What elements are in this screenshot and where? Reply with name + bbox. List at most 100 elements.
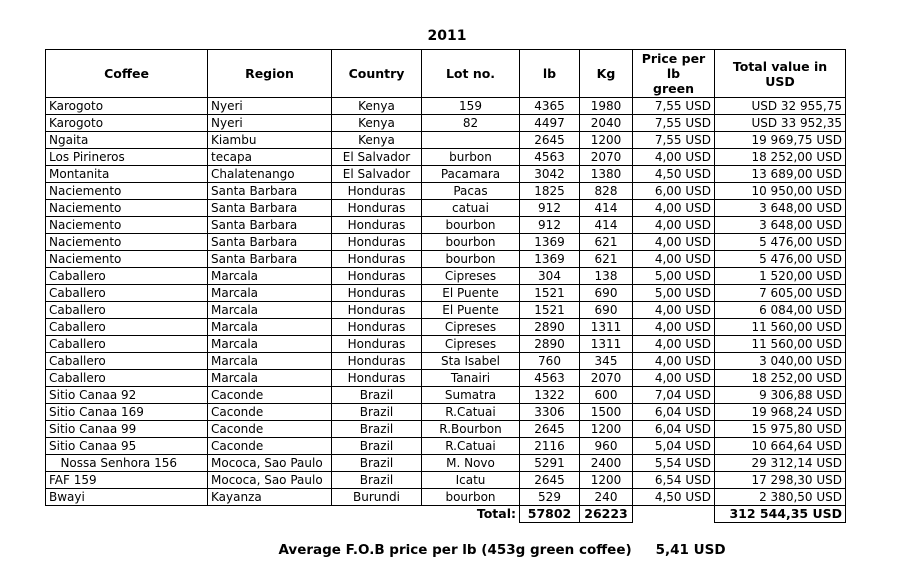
cell-total-value: 3 648,00 USD xyxy=(714,216,846,234)
cell-kg: 621 xyxy=(579,250,633,268)
cell-total-value: 29 312,14 USD xyxy=(714,454,846,472)
cell-kg: 1500 xyxy=(579,403,633,421)
cell-coffee: FAF 159 xyxy=(45,471,208,489)
cell-total-value: 11 560,00 USD xyxy=(714,335,846,353)
cell-lot-no: R.Catuai xyxy=(421,403,520,421)
table-row: Sitio Canaa 92 Caconde Brazil Sumatra 1322 60… xyxy=(45,386,846,404)
cell-lot-no: 82 xyxy=(421,114,520,132)
table-body: Karogoto Nyeri Kenya 159 4365 1980 7,55 USD USD… xyxy=(45,97,846,506)
cell-lb: 3306 xyxy=(519,403,580,421)
total-lb: 57802 xyxy=(519,505,580,523)
cell-country: Honduras xyxy=(331,318,422,336)
cell-total-value: 5 476,00 USD xyxy=(714,250,846,268)
cell-lot-no: bourbon xyxy=(421,488,520,506)
cell-coffee: Los Pirineros xyxy=(45,148,208,166)
cell-total-value: 5 476,00 USD xyxy=(714,233,846,251)
cell-lot-no: Pacamara xyxy=(421,165,520,183)
cell-country: Brazil xyxy=(331,454,422,472)
cell-lot-no: El Puente xyxy=(421,301,520,319)
coffee-table: Coffee Region Country Lot no. lb Kg Pric… xyxy=(45,49,846,523)
column-header-country: Country xyxy=(331,49,422,98)
cell-kg: 414 xyxy=(579,199,633,217)
cell-total-value: 15 975,80 USD xyxy=(714,420,846,438)
cell-total-value: 18 252,00 USD xyxy=(714,148,846,166)
cell-coffee: Caballero xyxy=(45,267,208,285)
cell-lot-no: catuai xyxy=(421,199,520,217)
cell-total-value: 1 520,00 USD xyxy=(714,267,846,285)
table-row: Naciemento Santa Barbara Honduras bourbon 13… xyxy=(45,233,846,251)
cell-kg: 690 xyxy=(579,301,633,319)
cell-country: Honduras xyxy=(331,284,422,302)
cell-coffee: Sitio Canaa 95 xyxy=(45,437,208,455)
cell-price-per-lb: 4,00 USD xyxy=(632,369,715,387)
cell-region: Mococa, Sao Paulo xyxy=(207,454,332,472)
cell-price-per-lb: 7,55 USD xyxy=(632,97,715,115)
cell-lb: 2890 xyxy=(519,318,580,336)
cell-country: Kenya xyxy=(331,114,422,132)
cell-lb: 1825 xyxy=(519,182,580,200)
cell-lot-no: Sumatra xyxy=(421,386,520,404)
cell-lot-no: Cipreses xyxy=(421,318,520,336)
cell-lb: 2116 xyxy=(519,437,580,455)
cell-region: Santa Barbara xyxy=(207,199,332,217)
column-header-lb: lb xyxy=(519,49,580,98)
total-value: 312 544,35 USD xyxy=(714,505,846,523)
cell-country: Kenya xyxy=(331,131,422,149)
cell-coffee: Sitio Canaa 169 xyxy=(45,403,208,421)
cell-lb: 912 xyxy=(519,216,580,234)
cell-lb: 1369 xyxy=(519,250,580,268)
table-row: Los Pirineros tecapa El Salvador burbon 4563… xyxy=(45,148,846,166)
cell-country: Kenya xyxy=(331,97,422,115)
cell-coffee: Caballero xyxy=(45,352,208,370)
cell-coffee: Naciemento xyxy=(45,233,208,251)
cell-total-value: 3 040,00 USD xyxy=(714,352,846,370)
cell-region: Kayanza xyxy=(207,488,332,506)
cell-coffee: Bwayi xyxy=(45,488,208,506)
table-row: Caballero Marcala Honduras Tanairi 4563 2070 4… xyxy=(45,369,846,387)
cell-region: Santa Barbara xyxy=(207,182,332,200)
cell-kg: 1200 xyxy=(579,131,633,149)
cell-region: Santa Barbara xyxy=(207,216,332,234)
cell-country: El Salvador xyxy=(331,148,422,166)
cell-region: Santa Barbara xyxy=(207,250,332,268)
cell-kg: 240 xyxy=(579,488,633,506)
table-row: Naciemento Santa Barbara Honduras bourbon 91… xyxy=(45,216,846,234)
column-header-kg: Kg xyxy=(579,49,633,98)
cell-coffee: Montanita xyxy=(45,165,208,183)
table-row: Caballero Marcala Honduras Cipreses 304 138 5,… xyxy=(45,267,846,285)
cell-lot-no xyxy=(421,131,520,149)
cell-region: Nyeri xyxy=(207,114,332,132)
cell-coffee: Sitio Canaa 99 xyxy=(45,420,208,438)
cell-country: Honduras xyxy=(331,352,422,370)
total-kg: 26223 xyxy=(579,505,633,523)
cell-lb: 1521 xyxy=(519,301,580,319)
total-price-empty xyxy=(633,506,715,523)
cell-coffee: Nossa Senhora 156 xyxy=(45,454,208,472)
cell-region: Santa Barbara xyxy=(207,233,332,251)
cell-country: Honduras xyxy=(331,250,422,268)
cell-region: Marcala xyxy=(207,352,332,370)
coffee-table-container: Coffee Region Country Lot no. lb Kg Pric… xyxy=(45,49,846,523)
table-header: Coffee Region Country Lot no. lb Kg Pric… xyxy=(45,49,846,98)
cell-lb: 2645 xyxy=(519,420,580,438)
cell-coffee: Naciemento xyxy=(45,199,208,217)
cell-total-value: 3 648,00 USD xyxy=(714,199,846,217)
cell-kg: 1200 xyxy=(579,420,633,438)
cell-lot-no: bourbon xyxy=(421,233,520,251)
cell-price-per-lb: 4,00 USD xyxy=(632,199,715,217)
cell-kg: 2070 xyxy=(579,148,633,166)
cell-region: Caconde xyxy=(207,403,332,421)
cell-country: El Salvador xyxy=(331,165,422,183)
cell-lb: 4563 xyxy=(519,369,580,387)
cell-country: Honduras xyxy=(331,267,422,285)
cell-lot-no: Cipreses xyxy=(421,267,520,285)
cell-coffee: Ngaita xyxy=(45,131,208,149)
cell-lb: 5291 xyxy=(519,454,580,472)
cell-lot-no: bourbon xyxy=(421,216,520,234)
cell-country: Honduras xyxy=(331,182,422,200)
cell-kg: 600 xyxy=(579,386,633,404)
cell-country: Honduras xyxy=(331,199,422,217)
cell-kg: 960 xyxy=(579,437,633,455)
table-row: Nossa Senhora 156 Mococa, Sao Paulo Brazil… xyxy=(45,454,846,472)
